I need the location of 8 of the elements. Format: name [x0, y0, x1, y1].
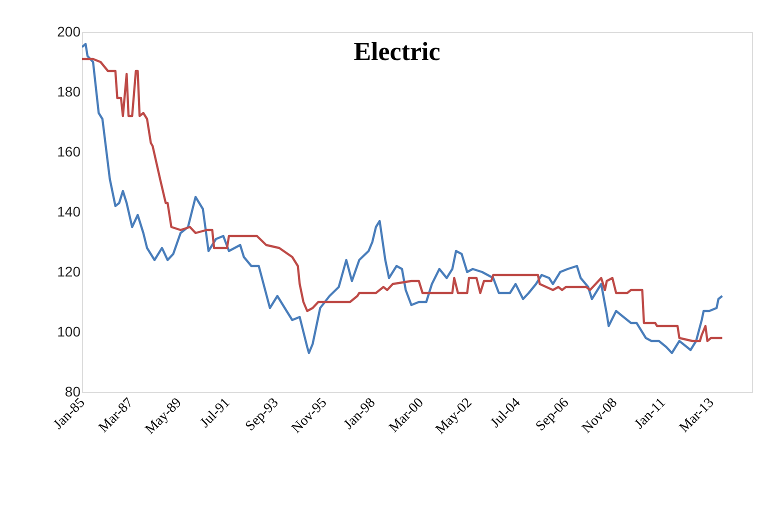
y-tick-label: 160 [57, 144, 81, 160]
y-tick-label: 200 [57, 24, 81, 40]
y-tick-label: 80 [64, 384, 81, 400]
y-tick-label: 180 [57, 84, 81, 100]
y-tick-label: 100 [57, 324, 81, 340]
y-tick-label: 140 [57, 204, 81, 220]
chart-title: Electric [354, 37, 440, 66]
y-tick-label: 120 [57, 264, 81, 280]
